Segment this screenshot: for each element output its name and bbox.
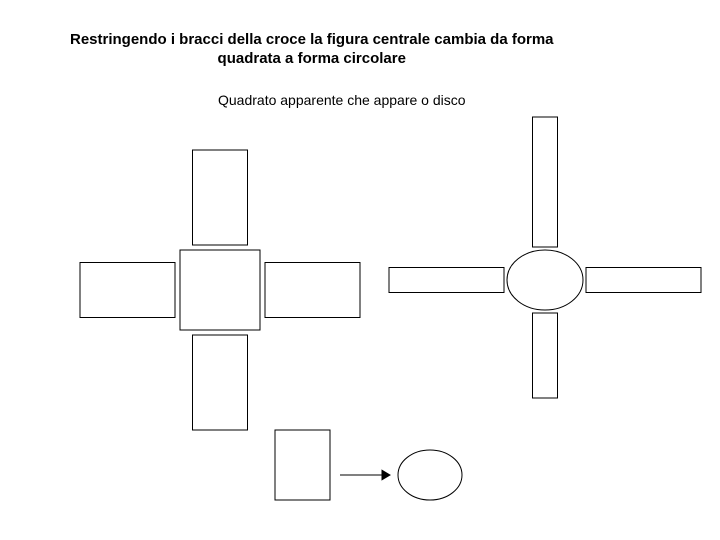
legend-arrow-head [382,470,390,480]
cross-circle-center [507,250,583,310]
cross-square-arm-bottom [193,335,248,430]
cross-circle-arm-top [533,117,558,247]
diagram-canvas [0,0,720,540]
legend-ellipse [398,450,462,500]
cross-circle-arm-right [586,268,701,293]
cross-circle-arm-bottom [533,313,558,398]
cross-square-center [180,250,260,330]
legend-rect [275,430,330,500]
cross-square-arm-top [193,150,248,245]
cross-square-arm-left [80,263,175,318]
cross-square-arm-right [265,263,360,318]
cross-circle-arm-left [389,268,504,293]
